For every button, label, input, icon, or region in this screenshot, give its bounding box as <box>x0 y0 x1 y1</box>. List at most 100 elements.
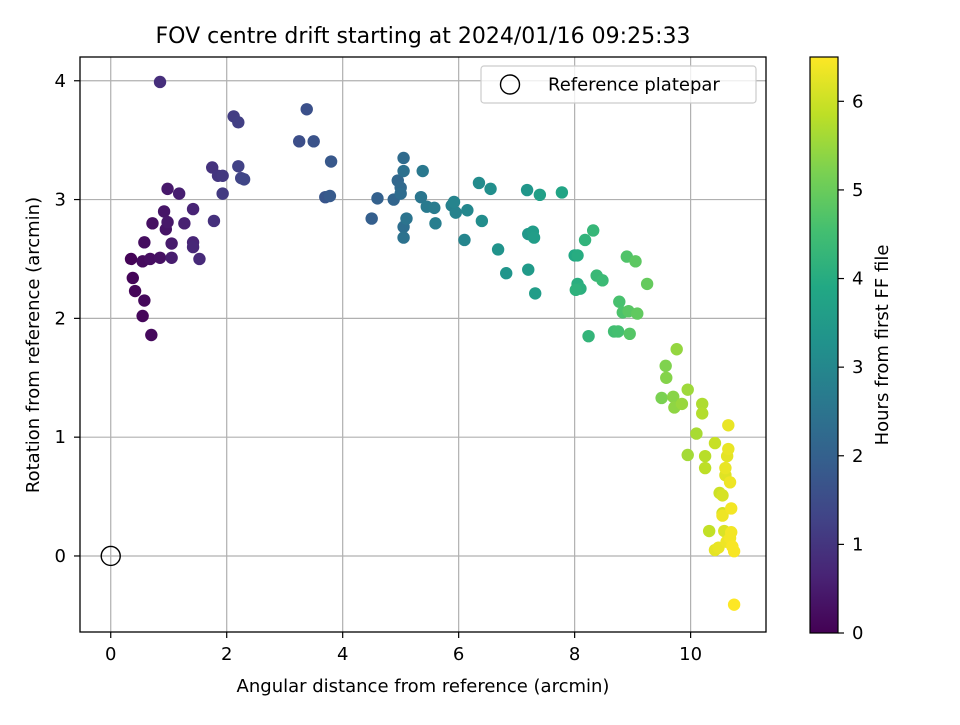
scatter-point <box>153 75 167 89</box>
scatter-point <box>292 135 306 148</box>
legend-box <box>480 65 757 104</box>
scatter-point <box>655 391 668 405</box>
scatter-point <box>300 103 313 116</box>
scatter-point <box>145 328 158 342</box>
scatter-point <box>475 214 489 228</box>
scatter-point <box>613 295 626 308</box>
x-tick-label: 2 <box>221 644 232 665</box>
scatter-point <box>157 205 171 218</box>
scatter-point <box>397 164 410 178</box>
scatter-point <box>136 309 149 323</box>
scatter-point <box>324 155 338 168</box>
y-tick-label: 1 <box>55 427 66 448</box>
scatter-point <box>611 325 625 338</box>
scatter-point <box>193 252 206 266</box>
reference-platepar-marker <box>100 545 121 567</box>
scatter-point <box>165 251 178 264</box>
scatter-point <box>365 212 378 225</box>
scatter-point <box>708 436 722 450</box>
scatter-point <box>128 284 142 298</box>
scatter-point <box>461 204 474 217</box>
x-tick-label: 8 <box>569 644 580 665</box>
scatter-point <box>719 461 732 475</box>
scatter-point <box>716 509 729 522</box>
scatter-point <box>722 442 735 456</box>
scatter-point <box>237 173 251 186</box>
scatter-point <box>472 176 486 190</box>
scatter-point <box>529 287 542 300</box>
scatter-point <box>484 182 497 196</box>
scatter-point <box>659 359 672 373</box>
scatter-point <box>172 187 186 200</box>
scatter-point <box>578 233 592 247</box>
scatter-point <box>631 307 644 320</box>
scatter-point <box>400 212 413 225</box>
scatter-point <box>582 329 595 343</box>
scatter-point <box>722 419 735 432</box>
x-axis-label: Angular distance from reference (arcmin) <box>237 676 610 697</box>
scatter-point <box>138 294 151 307</box>
scatter-point <box>667 390 680 403</box>
scatter-point <box>216 187 229 200</box>
scatter-point <box>702 524 716 538</box>
y-tick-label: 2 <box>55 308 66 329</box>
y-axis-ticks: 0 1 2 3 4 <box>55 71 80 567</box>
colorbar <box>809 56 839 634</box>
scatter-point <box>124 252 138 266</box>
scatter-point <box>586 224 600 237</box>
legend: Reference platepar <box>480 65 757 104</box>
scatter-point <box>660 371 673 384</box>
scatter-point <box>727 545 741 558</box>
colorbar-ticks: 0 1 2 3 4 5 6 <box>838 91 863 644</box>
y-tick-label: 3 <box>55 190 66 211</box>
scatter-point <box>527 231 541 244</box>
scatter-point <box>681 448 694 462</box>
legend-label: Reference platepar <box>548 75 720 96</box>
scatter-point <box>186 202 200 216</box>
colorbar-label: Hours from first FF file <box>872 245 893 446</box>
x-tick-label: 0 <box>105 644 116 665</box>
scatter-point <box>723 476 737 489</box>
scatter-point <box>571 249 584 262</box>
scatter-point <box>696 407 709 420</box>
scatter-point <box>447 195 461 209</box>
scatter-point <box>371 192 384 205</box>
colorbar-tick-label: 1 <box>852 534 863 555</box>
scatter-point <box>623 327 636 341</box>
scatter-points <box>124 75 741 611</box>
scatter-point <box>429 217 442 230</box>
scatter-point <box>153 251 167 264</box>
x-tick-label: 6 <box>453 644 464 665</box>
scatter-point <box>397 151 410 165</box>
x-tick-label: 10 <box>679 644 702 665</box>
scatter-point <box>629 255 642 268</box>
reference-marker-group <box>100 545 121 567</box>
scatter-point <box>522 263 535 276</box>
scatter-point <box>232 116 245 129</box>
scatter-point <box>725 502 738 515</box>
scatter-point <box>696 397 709 411</box>
scatter-point <box>596 274 609 287</box>
scatter-point <box>161 215 174 229</box>
scatter-point <box>323 189 337 203</box>
scatter-point <box>207 214 221 228</box>
scatter-point <box>520 183 534 197</box>
scatter-point <box>640 277 654 291</box>
scatter-point <box>394 187 407 200</box>
scatter-point <box>161 182 174 196</box>
scatter-point <box>449 206 462 219</box>
colorbar-tick-label: 5 <box>852 180 863 201</box>
x-tick-label: 4 <box>337 644 348 665</box>
scatter-point <box>126 271 139 285</box>
scatter-point <box>416 164 429 178</box>
scatter-point <box>458 233 471 247</box>
colorbar-tick-label: 4 <box>852 269 863 290</box>
scatter-point <box>216 169 229 183</box>
scatter-point <box>307 135 320 148</box>
scatter-point <box>670 343 683 356</box>
scatter-point <box>698 461 712 475</box>
scatter-point <box>138 236 151 249</box>
